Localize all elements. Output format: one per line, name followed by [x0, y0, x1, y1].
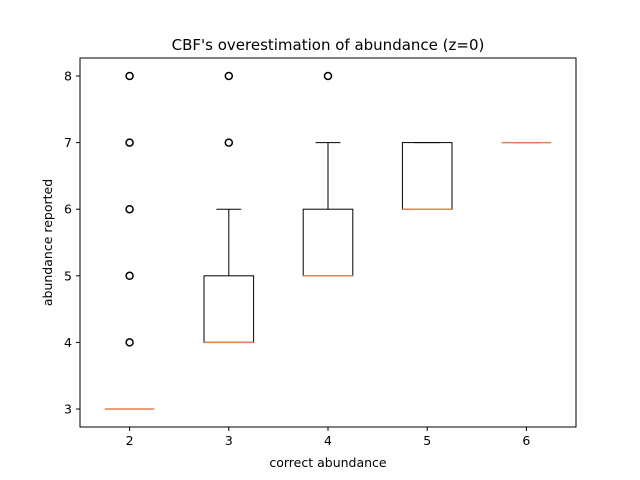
box-group [302, 71, 354, 277]
box-group [401, 142, 453, 210]
x-tick-label: 6 [522, 433, 530, 448]
box-group [203, 71, 255, 344]
plot-area [104, 71, 552, 410]
y-axis-label: abundance reported [40, 179, 55, 306]
y-tick-label: 3 [64, 402, 72, 417]
outlier-point [224, 138, 234, 147]
chart-title: CBF's overestimation of abundance (z=0) [172, 36, 485, 54]
outlier-point [125, 271, 134, 281]
outlier-point [323, 71, 333, 81]
outlier-point [224, 71, 234, 81]
x-tick-label: 3 [225, 433, 233, 448]
x-tick-label: 5 [423, 433, 431, 448]
outlier-point [125, 338, 134, 347]
x-axis-label: correct abundance [269, 455, 387, 470]
box-group [104, 71, 155, 410]
outlier-point [125, 204, 134, 214]
y-tick-label: 6 [64, 202, 72, 217]
y-tick-label: 5 [64, 268, 72, 283]
x-tick-label: 2 [126, 433, 134, 448]
y-tick-label: 4 [64, 335, 72, 350]
y-tick-label: 7 [64, 135, 72, 150]
x-tick-label: 4 [324, 433, 332, 448]
outlier-point [125, 138, 134, 147]
y-tick-label: 8 [64, 68, 72, 83]
outlier-point [125, 71, 134, 81]
